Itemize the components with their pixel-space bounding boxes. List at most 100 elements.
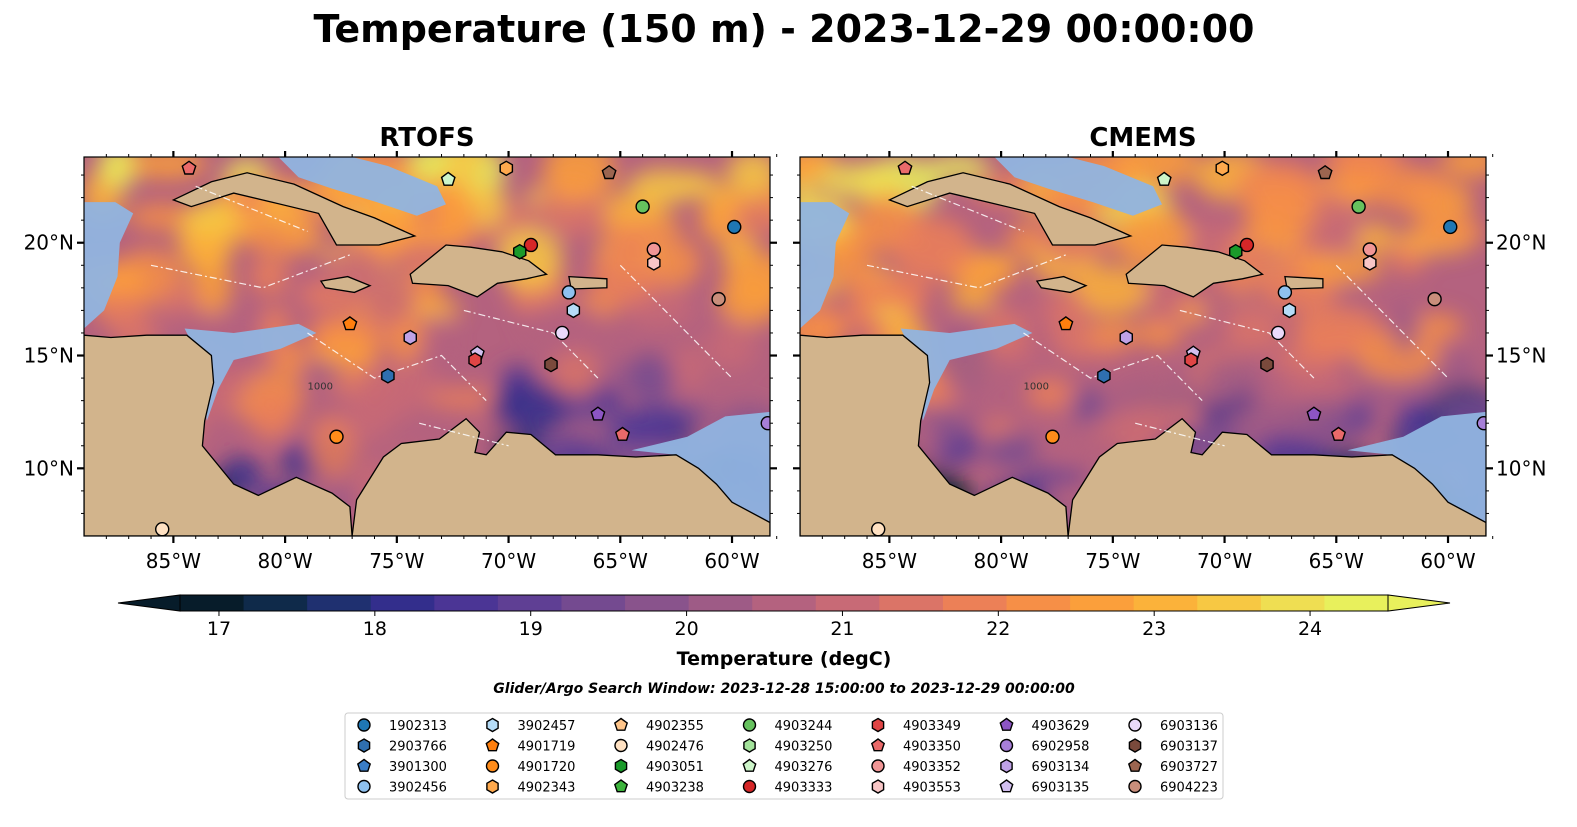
legend-marker-4902355	[613, 717, 629, 731]
colorbar-segment	[625, 595, 690, 611]
x-tick-label: 75°W	[369, 549, 424, 573]
panel-rtofs: RTOFS 1000 85°W 80°W 75°W 70°W 65°W 60°W 10°N 1…	[24, 123, 778, 573]
land-south-america	[351, 417, 770, 536]
axes-rtofs: 85°W 80°W 75°W 70°W 65°W 60°W 10°N 15°N 20°N	[24, 151, 778, 573]
colorbar-segment	[497, 595, 563, 611]
legend-label: 6902958	[1032, 740, 1090, 755]
colorbar-segment	[1197, 595, 1262, 611]
temperature-blob	[625, 353, 674, 404]
float-marker-6902958-cmems	[1476, 416, 1486, 431]
temperature-blob	[436, 177, 471, 236]
legend-label: 4903629	[1032, 719, 1090, 734]
temperature-blob	[893, 217, 974, 281]
figure-title: Temperature (150 m) - 2023-12-29 00:00:0…	[313, 7, 1254, 51]
legend-label: 4902476	[646, 740, 704, 755]
float-marker-4903349-rtofs	[468, 352, 482, 368]
colorbar-extend-low	[117, 594, 181, 612]
legend-marker-3902456	[357, 779, 371, 794]
temperature-blob	[816, 162, 904, 199]
legend-marker-6903137	[1128, 738, 1142, 753]
float-marker-3902456-cmems	[1277, 285, 1293, 300]
legend-label: 6903727	[1160, 760, 1218, 775]
float-marker-4903276-cmems	[1156, 171, 1172, 186]
float-marker-4903244-rtofs	[635, 199, 650, 214]
legend-label: 4903250	[775, 740, 833, 755]
float-marker-3902457-rtofs	[566, 302, 581, 319]
legend-label: 4902343	[518, 781, 576, 796]
float-marker-1902313-rtofs	[727, 219, 742, 235]
temperature-blob	[676, 171, 718, 198]
colorbar-segment	[1070, 595, 1135, 611]
shelf-yucatan-shelf	[800, 202, 850, 329]
y-tick-label: 10°N	[24, 456, 74, 480]
colorbar-segment	[561, 595, 626, 611]
colorbar-segment	[815, 595, 880, 611]
legend-marker-4902476	[614, 738, 628, 753]
temperature-blob	[1071, 387, 1105, 424]
shelf-southeast-shelf	[1347, 411, 1486, 523]
float-marker-4901719-cmems	[1058, 316, 1074, 331]
colorbar-segment	[942, 595, 1008, 611]
temperature-blob	[1408, 313, 1463, 341]
y-tick-label: 20°N	[24, 231, 74, 255]
temperature-blob	[983, 432, 1037, 467]
contour-label: 1000	[308, 381, 333, 392]
contour-label: 1000	[1024, 381, 1049, 392]
shelf-bahamas-bank	[278, 157, 446, 216]
legend-frame	[344, 712, 1224, 800]
axes-cmems: 85°W 80°W 75°W 70°W 65°W 60°W 10°N 15°N 20°N	[793, 151, 1546, 573]
colorbar-segment	[879, 595, 944, 611]
colorbar-segment	[370, 595, 435, 611]
temperature-blob	[313, 341, 375, 367]
float-marker-4903352-rtofs	[646, 242, 662, 257]
float-marker-4903352-cmems	[1362, 242, 1378, 257]
land-south-america	[1067, 417, 1486, 536]
temperature-blob	[424, 388, 508, 409]
temperature-blob	[1026, 377, 1074, 410]
legend-marker-4903250	[743, 738, 756, 753]
legend-label: 1902313	[389, 719, 447, 734]
temperature-blob	[614, 407, 691, 446]
legend-marker-4903238	[613, 779, 629, 793]
temperature-blob	[1007, 223, 1040, 256]
legend-marker-4903333	[742, 779, 757, 794]
float-marker-1902313-cmems	[1443, 219, 1458, 235]
float-marker-4903629-rtofs	[590, 406, 606, 421]
temperature-blob	[1392, 304, 1421, 354]
temperature-blob	[352, 393, 392, 441]
legend-label: 4903244	[775, 719, 833, 734]
x-tick-label: 65°W	[593, 549, 648, 573]
x-tick-label: 75°W	[1085, 549, 1140, 573]
legend-marker-4903051	[614, 758, 628, 774]
zone-boundary	[911, 185, 1024, 232]
legend-label: 3902456	[389, 781, 447, 796]
temperature-blob	[180, 228, 232, 272]
y-tick-label: 10°N	[1496, 456, 1546, 480]
legend-marker-3901300	[356, 758, 372, 772]
float-marker-4901719-rtofs	[342, 316, 358, 331]
colorbar-segment	[1133, 595, 1198, 611]
colorbar-frame	[179, 594, 1389, 612]
colorbar-tick-label: 18	[363, 618, 387, 640]
colorbar-segment	[752, 595, 817, 611]
panel-cmems: CMEMS 1000 85°W 80°W 75°W 70°W 65°W 60°W 10°N 1…	[793, 123, 1546, 573]
legend-marker-4901720	[485, 759, 500, 773]
float-marker-4903350-rtofs	[614, 426, 631, 441]
legend-label: 4903238	[646, 781, 704, 796]
land-hispaniola	[409, 244, 549, 298]
legend-marker-4903276	[742, 758, 757, 772]
legend-label: 3901300	[389, 760, 447, 775]
temperature-blob	[706, 323, 757, 370]
legend-marker-6903136	[1128, 718, 1142, 732]
float-marker-6904223-cmems	[1427, 291, 1442, 307]
colorbar-tick-label: 17	[207, 618, 231, 640]
search-window-text: Glider/Argo Search Window: 2023-12-28 15…	[493, 681, 1075, 697]
legend-label: 4902355	[646, 719, 704, 734]
legend-label: 6903136	[1160, 719, 1218, 734]
zone-boundary	[1179, 309, 1315, 379]
float-marker-4903350-cmems	[897, 160, 913, 175]
temperature-blob	[128, 157, 207, 180]
float-marker-6903136-cmems	[1270, 325, 1286, 341]
panel-title-rtofs: RTOFS	[379, 123, 474, 153]
